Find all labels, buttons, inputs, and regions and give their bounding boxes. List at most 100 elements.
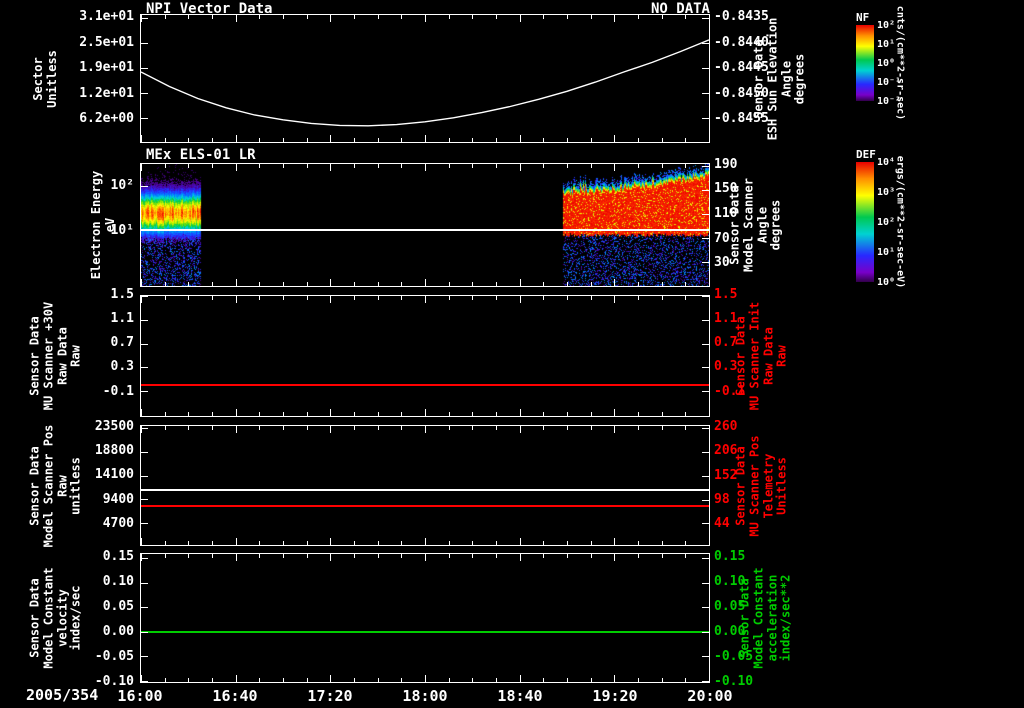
x-tick-mark	[236, 15, 237, 22]
y-tick-mark	[702, 452, 709, 453]
x-tick-mark	[307, 426, 308, 430]
x-tick-mark	[307, 15, 308, 19]
x-tick-mark	[449, 15, 450, 19]
x-tick-mark	[496, 412, 497, 416]
x-tick-mark	[401, 164, 402, 168]
x-tick-mark	[141, 538, 142, 545]
x-tick-mark	[496, 296, 497, 300]
x-tick-mark	[236, 675, 237, 682]
x-tick-mark	[425, 279, 426, 286]
x-tick-mark	[236, 538, 237, 545]
y-tick-mark	[702, 607, 709, 608]
x-tick-mark	[638, 15, 639, 19]
x-tick-mark	[472, 164, 473, 168]
x-tick-mark	[496, 282, 497, 286]
x-tick-mark	[378, 282, 379, 286]
colorbar-tick-label: 10²	[877, 217, 896, 228]
y-tick-label: 0.10	[102, 574, 134, 589]
x-tick-mark	[236, 135, 237, 142]
y-tick-mark	[702, 476, 709, 477]
y-tick-mark	[702, 500, 709, 501]
y-tick-mark	[702, 367, 709, 368]
x-tick-mark	[591, 15, 592, 19]
x-tick-mark	[472, 541, 473, 545]
x-tick-mark	[165, 296, 166, 300]
colorbar-tick-label: 10²	[877, 20, 896, 31]
y-tick-mark	[141, 607, 148, 608]
y-tick-mark	[141, 296, 148, 297]
y-tick-label: 0.3	[714, 359, 738, 374]
x-tick-mark	[354, 138, 355, 142]
x-tick-mark	[307, 412, 308, 416]
y-tick-label: 10²	[110, 178, 134, 193]
x-tick-mark	[330, 15, 331, 22]
y-tick-mark	[141, 18, 148, 19]
y-tick-mark	[141, 428, 148, 429]
x-tick-label: 18:40	[497, 687, 543, 705]
x-tick-mark	[212, 15, 213, 19]
y-tick-mark	[702, 344, 709, 345]
x-tick-mark	[662, 296, 663, 300]
x-tick-mark	[283, 426, 284, 430]
colorbar	[856, 162, 874, 282]
x-tick-mark	[567, 15, 568, 19]
x-tick-mark	[449, 541, 450, 545]
x-tick-mark	[259, 138, 260, 142]
y-tick-label: 18800	[94, 443, 134, 458]
y-tick-label: -0.1	[714, 384, 746, 399]
x-tick-mark	[449, 554, 450, 558]
y-tick-label: 0.10	[714, 574, 746, 589]
y-tick-mark	[702, 632, 709, 633]
x-tick-mark	[567, 426, 568, 430]
panel-4	[140, 425, 710, 546]
y-tick-mark	[702, 262, 709, 263]
y-tick-mark	[141, 118, 148, 119]
colorbar-tick-label: 10⁴	[877, 157, 896, 168]
y-tick-label: 23500	[94, 419, 134, 434]
x-tick-mark	[685, 282, 686, 286]
x-tick-mark	[354, 678, 355, 682]
x-tick-mark	[425, 296, 426, 303]
colorbar-tick-label: 10⁰	[877, 58, 896, 69]
x-tick-mark	[212, 164, 213, 168]
x-tick-mark	[212, 296, 213, 300]
axis-title: Sensor Data Model Constant acceleration ind…	[737, 567, 793, 668]
x-tick-mark	[709, 15, 710, 22]
y-tick-mark	[702, 558, 709, 559]
axis-title-line: Sensor Data	[737, 578, 752, 658]
x-tick-mark	[614, 409, 615, 416]
x-tick-mark	[283, 296, 284, 300]
x-tick-mark	[638, 282, 639, 286]
x-tick-mark	[401, 412, 402, 416]
x-tick-mark	[709, 409, 710, 416]
x-tick-mark	[591, 541, 592, 545]
colorbar	[856, 25, 874, 101]
x-tick-mark	[188, 15, 189, 19]
x-tick-mark	[662, 164, 663, 168]
x-tick-mark	[188, 426, 189, 430]
colorbar-tick-label: 10¹	[877, 39, 896, 50]
y-tick-label: 0.05	[714, 599, 746, 614]
x-tick-mark	[591, 678, 592, 682]
x-tick-mark	[614, 675, 615, 682]
x-tick-mark	[614, 279, 615, 286]
x-tick-mark	[425, 554, 426, 561]
x-tick-mark	[165, 138, 166, 142]
x-tick-mark	[638, 426, 639, 430]
x-tick-mark	[425, 426, 426, 433]
x-tick-mark	[709, 135, 710, 142]
x-tick-mark	[354, 412, 355, 416]
x-tick-label: 16:40	[212, 687, 258, 705]
y-tick-mark	[702, 296, 709, 297]
y-tick-label: -0.8435	[714, 9, 769, 24]
x-tick-mark	[520, 164, 521, 171]
x-tick-mark	[543, 282, 544, 286]
x-tick-mark	[472, 412, 473, 416]
scanner-angle-line	[141, 229, 709, 231]
x-tick-mark	[449, 282, 450, 286]
y-tick-mark	[702, 320, 709, 321]
x-tick-label: 16:00	[117, 687, 163, 705]
x-tick-mark	[401, 282, 402, 286]
x-tick-mark	[520, 426, 521, 433]
panel-5	[140, 553, 710, 683]
